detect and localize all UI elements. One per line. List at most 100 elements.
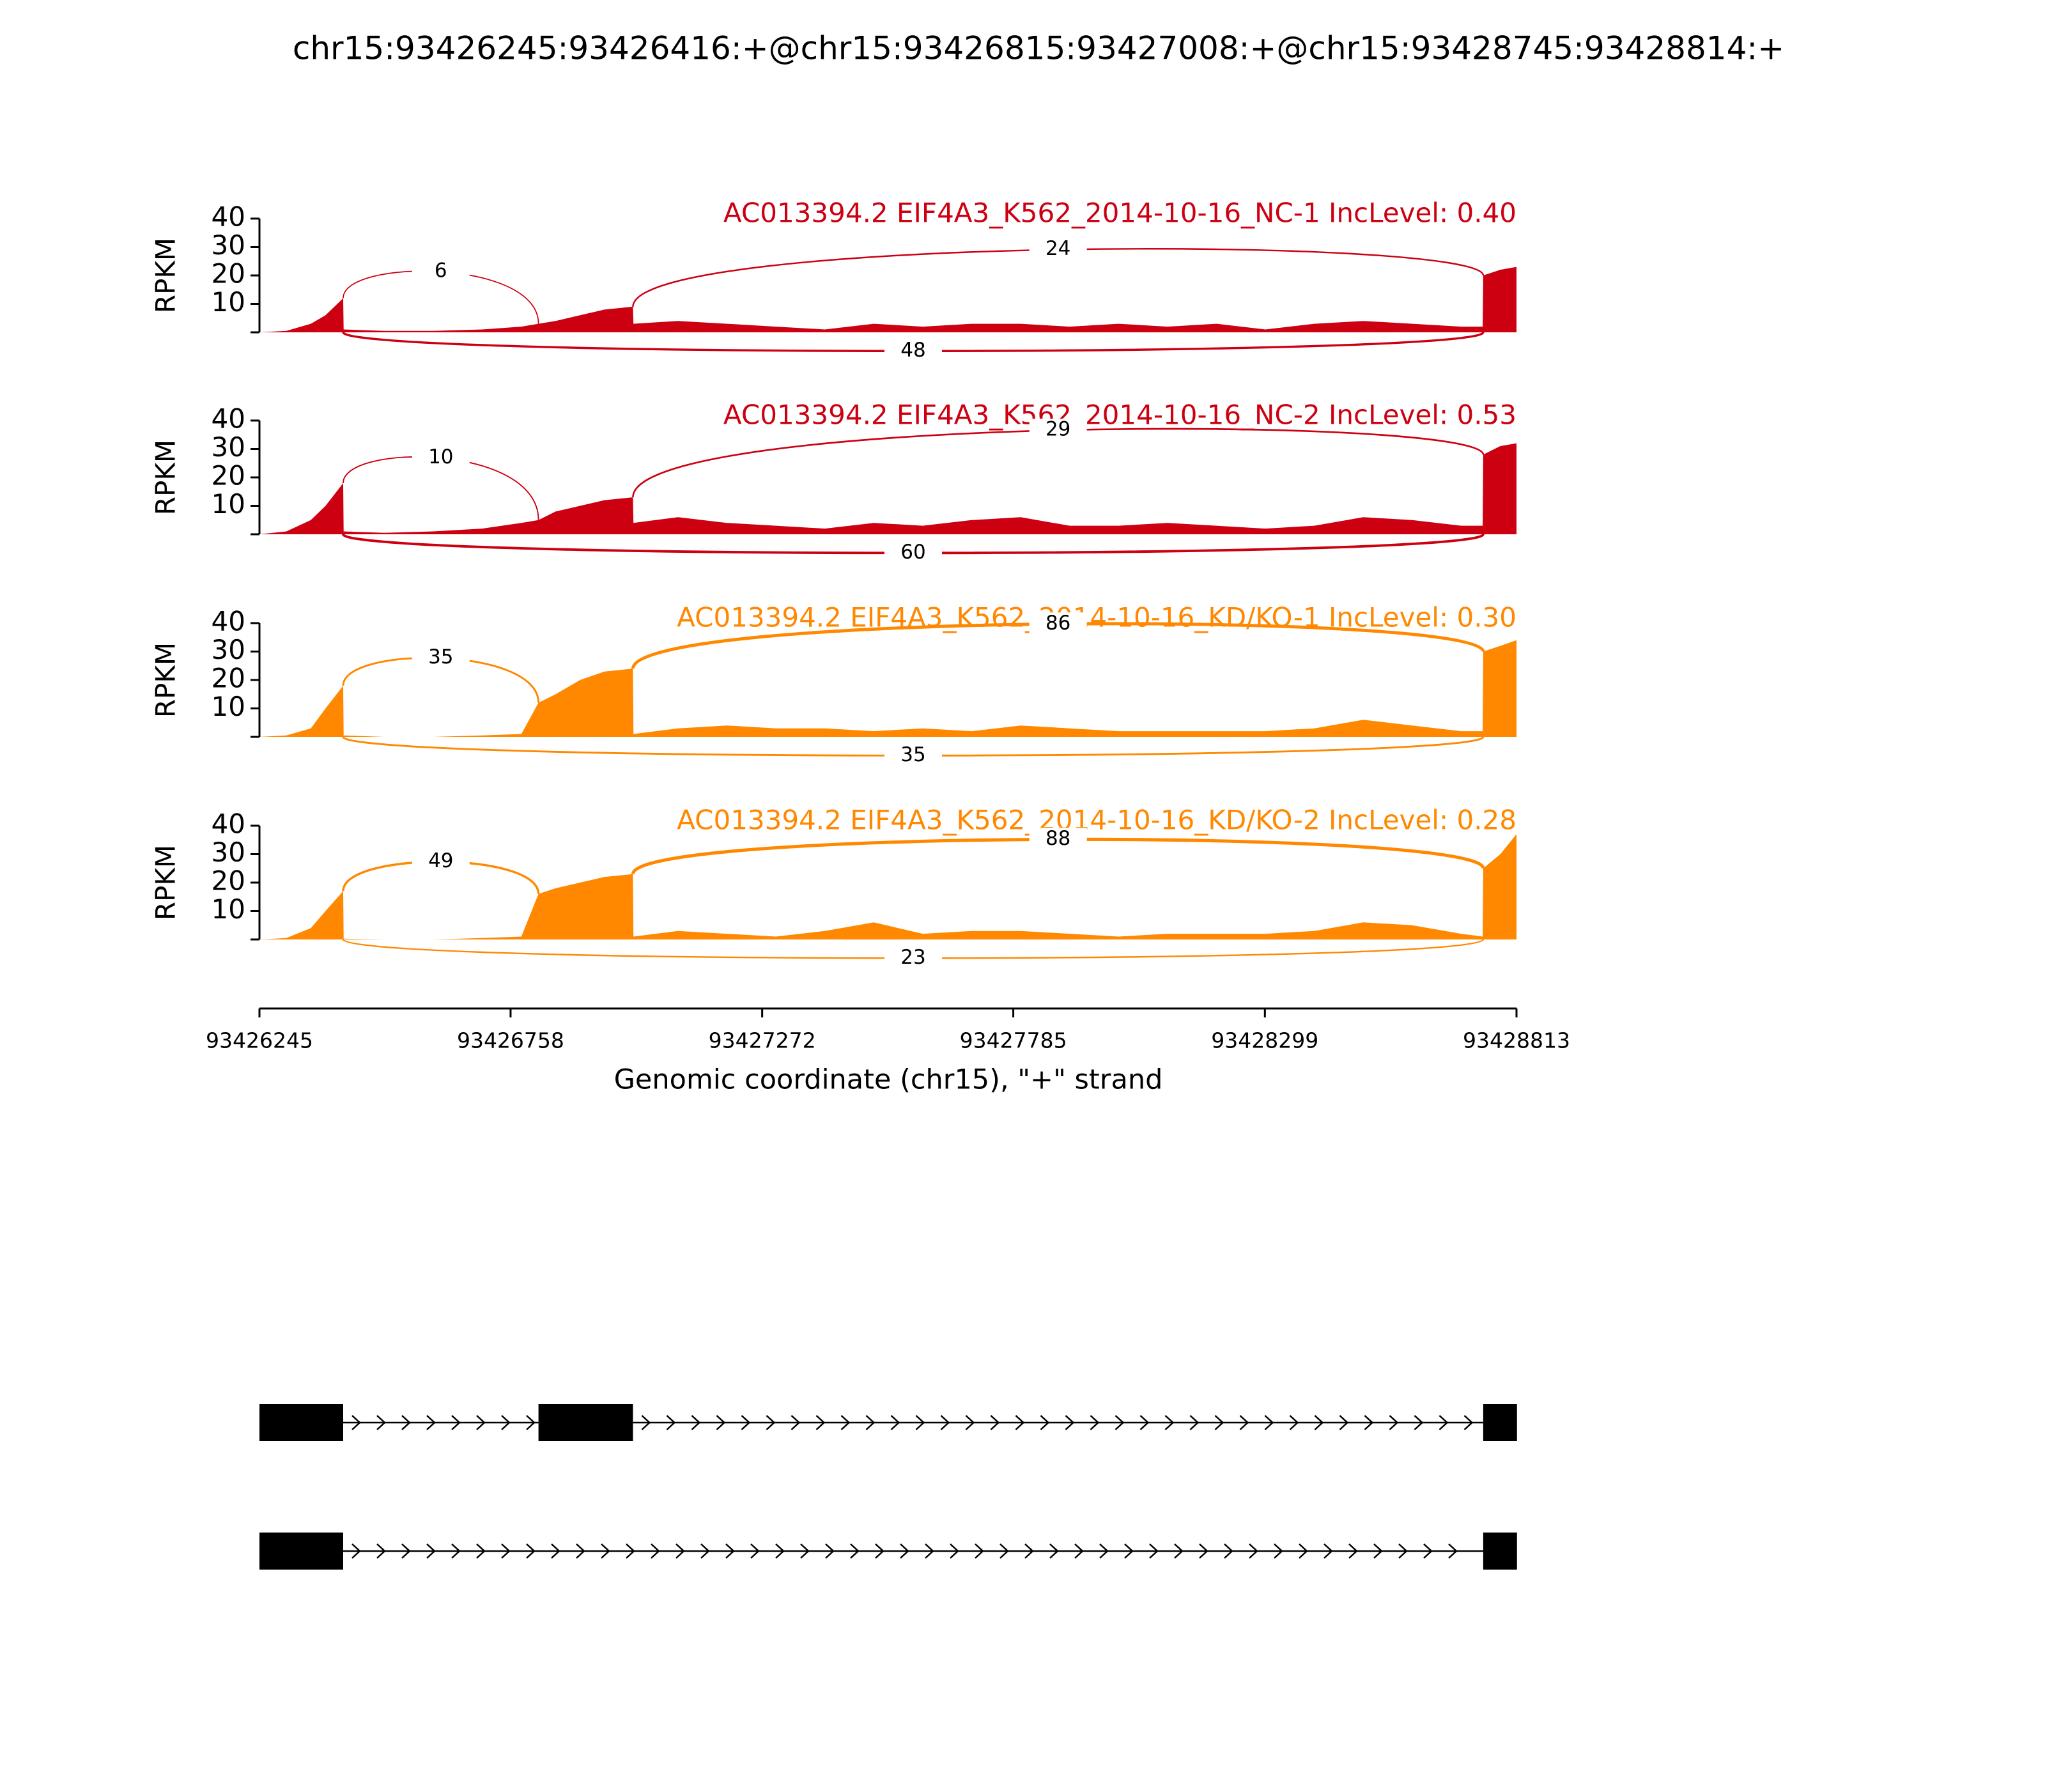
exon <box>259 1404 343 1441</box>
y-tick-label: 30 <box>212 431 245 463</box>
panel-label: AC013394.2 EIF4A3_K562_2014-10-16_KD/KO-… <box>677 602 1516 633</box>
strand-chevron <box>376 1415 386 1430</box>
strand-chevron <box>1139 1415 1150 1430</box>
y-axis-label: RPKM <box>150 642 181 718</box>
strand-chevron <box>1423 1543 1433 1559</box>
strand-chevron <box>1189 1415 1200 1430</box>
y-tick-label: 40 <box>212 808 245 840</box>
junction-label-bg <box>884 946 942 970</box>
strand-chevron <box>725 1543 735 1559</box>
strand-chevron <box>1074 1543 1084 1559</box>
y-tick-label: 40 <box>212 403 245 435</box>
y-tick-label: 30 <box>212 229 245 261</box>
x-tick-label: 93428813 <box>1463 1028 1570 1053</box>
strand-chevron <box>451 1415 461 1430</box>
strand-chevron <box>700 1543 710 1559</box>
strand-chevron <box>815 1415 826 1430</box>
y-tick-label: 30 <box>212 634 245 665</box>
strand-chevron <box>900 1543 909 1559</box>
junction-label-bg <box>412 850 470 874</box>
strand-chevron <box>501 1543 511 1559</box>
junction-label: 23 <box>900 946 925 969</box>
junction-label: 48 <box>900 339 925 362</box>
strand-chevron <box>1115 1415 1125 1430</box>
junction-label: 60 <box>900 541 925 564</box>
strand-chevron <box>865 1415 876 1430</box>
strand-chevron <box>1314 1415 1324 1430</box>
strand-chevron <box>1239 1415 1249 1430</box>
strand-chevron <box>376 1543 386 1559</box>
junction-label: 88 <box>1046 827 1070 850</box>
strand-chevron <box>426 1543 436 1559</box>
strand-chevron <box>1199 1543 1208 1559</box>
y-tick-label: 10 <box>212 691 245 722</box>
coverage-area <box>259 640 1516 737</box>
junction-label-bg <box>1029 419 1087 442</box>
strand-chevron <box>1015 1415 1025 1430</box>
y-tick-label: 20 <box>212 663 245 694</box>
strand-chevron <box>1174 1543 1184 1559</box>
strand-chevron <box>675 1543 685 1559</box>
y-tick-label: 10 <box>212 893 245 925</box>
strand-chevron <box>1323 1543 1333 1559</box>
y-tick-label: 40 <box>212 201 245 233</box>
y-tick-label: 20 <box>212 865 245 897</box>
junction-label: 86 <box>1046 612 1070 635</box>
junction-label-bg <box>884 541 942 565</box>
junction-label-bg <box>412 446 470 470</box>
strand-chevron <box>1389 1415 1399 1430</box>
strand-chevron <box>451 1543 461 1559</box>
strand-chevron <box>1214 1415 1224 1430</box>
strand-chevron <box>1299 1543 1308 1559</box>
strand-chevron <box>1439 1415 1449 1430</box>
strand-chevron <box>401 1415 411 1430</box>
strand-chevron <box>601 1543 610 1559</box>
strand-chevron <box>890 1415 900 1430</box>
strand-chevron <box>1164 1415 1175 1430</box>
strand-chevron <box>551 1543 560 1559</box>
x-tick-label: 93427272 <box>709 1028 816 1053</box>
exon <box>1483 1404 1517 1441</box>
panel-label: AC013394.2 EIF4A3_K562_2014-10-16_KD/KO-… <box>677 805 1516 836</box>
strand-chevron <box>850 1543 860 1559</box>
strand-chevron <box>990 1415 1000 1430</box>
strand-chevron <box>1065 1415 1075 1430</box>
junction-label-bg <box>412 260 470 284</box>
strand-chevron <box>526 1543 536 1559</box>
x-axis-label: Genomic coordinate (chr15), "+" strand <box>614 1064 1163 1096</box>
y-axis-label: RPKM <box>150 845 181 920</box>
strand-chevron <box>1264 1415 1274 1430</box>
strand-chevron <box>626 1543 635 1559</box>
coverage-area <box>259 834 1516 939</box>
strand-chevron <box>501 1415 511 1430</box>
junction-label-bg <box>1029 238 1087 261</box>
strand-chevron <box>691 1415 701 1430</box>
strand-chevron <box>741 1415 751 1430</box>
exon <box>1483 1533 1517 1570</box>
strand-chevron <box>925 1543 934 1559</box>
strand-chevron <box>750 1543 760 1559</box>
strand-chevron <box>1090 1415 1100 1430</box>
strand-chevron <box>426 1415 436 1430</box>
panel-label: AC013394.2 EIF4A3_K562_2014-10-16_NC-1 I… <box>723 197 1516 229</box>
strand-chevron <box>1339 1415 1349 1430</box>
junction-label: 10 <box>428 445 453 468</box>
strand-chevron <box>1348 1543 1358 1559</box>
strand-chevron <box>1274 1543 1283 1559</box>
strand-chevron <box>526 1415 536 1430</box>
junction-label-bg <box>884 339 942 363</box>
strand-chevron <box>1124 1543 1134 1559</box>
y-tick-label: 40 <box>212 606 245 637</box>
junction-label: 49 <box>428 849 453 872</box>
y-tick-label: 30 <box>212 837 245 868</box>
strand-chevron <box>940 1415 950 1430</box>
strand-chevron <box>401 1543 411 1559</box>
junction-label: 24 <box>1046 237 1070 260</box>
strand-chevron <box>766 1415 776 1430</box>
strand-chevron <box>1448 1543 1458 1559</box>
strand-chevron <box>351 1543 361 1559</box>
strand-chevron <box>666 1415 676 1430</box>
